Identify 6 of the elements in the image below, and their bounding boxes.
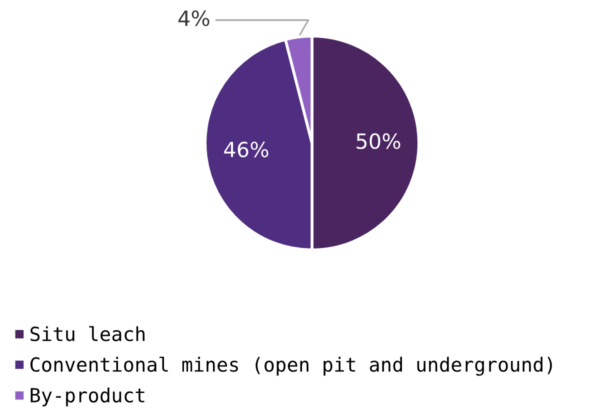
data-label: 50% [356, 133, 400, 150]
legend-label: By-product [30, 388, 144, 406]
legend-label: Situ leach [30, 326, 145, 342]
legend-label: Conventional mines (open pit and underground) [30, 356, 552, 376]
data-label: 46% [224, 142, 268, 158]
data-label: 4% [178, 10, 210, 26]
